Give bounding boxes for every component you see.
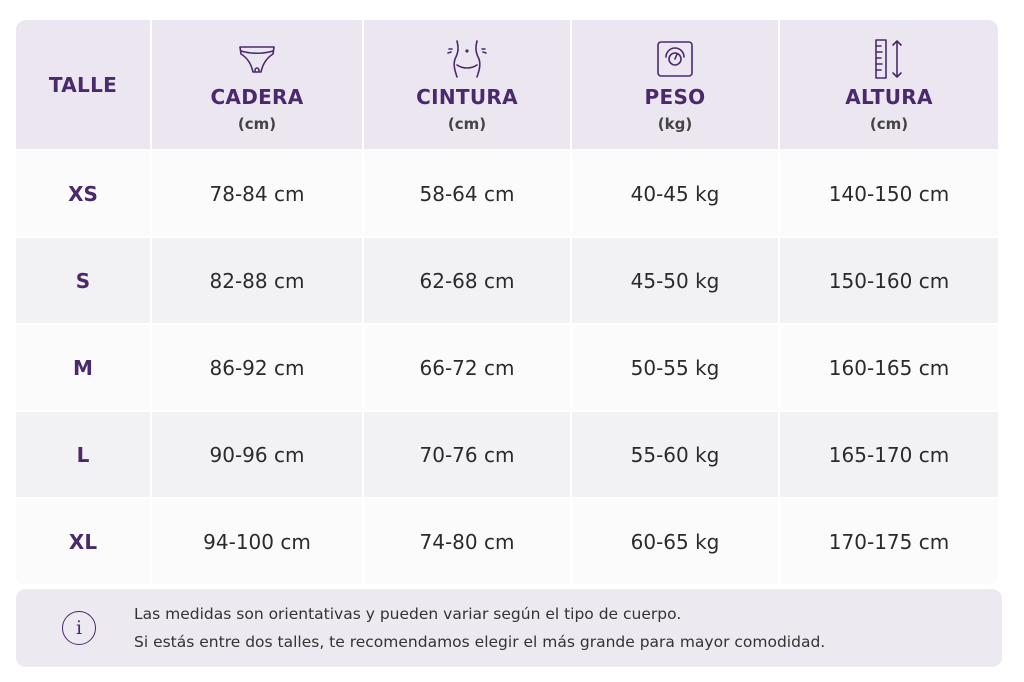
table-row: L 90-96 cm 70-76 cm 55-60 kg 165-170 cm (16, 412, 998, 499)
header-cadera-label: CADERA (210, 84, 304, 109)
header-cintura-label: CINTURA (416, 84, 518, 109)
altura-cell: 140-150 cm (780, 151, 998, 238)
size-table: TALLE CADERA (cm) (16, 20, 998, 586)
cadera-cell: 86-92 cm (152, 325, 364, 412)
peso-cell: 40-45 kg (572, 151, 780, 238)
cadera-cell: 90-96 cm (152, 412, 364, 499)
size-chart: TALLE CADERA (cm) (16, 20, 998, 586)
cintura-cell: 70-76 cm (364, 412, 572, 499)
peso-cell: 55-60 kg (572, 412, 780, 499)
info-note: i Las medidas son orientativas y pueden … (16, 589, 1002, 667)
header-peso-label: PESO (644, 84, 706, 109)
cintura-cell: 74-80 cm (364, 499, 572, 586)
height-ruler-icon (867, 37, 911, 81)
altura-cell: 165-170 cm (780, 412, 998, 499)
header-cadera: CADERA (cm) (152, 20, 364, 151)
altura-cell: 150-160 cm (780, 238, 998, 325)
header-altura-unit: (cm) (869, 114, 909, 133)
header-row: TALLE CADERA (cm) (16, 20, 998, 151)
header-peso-unit: (kg) (657, 114, 693, 133)
cintura-cell: 62-68 cm (364, 238, 572, 325)
note-line-2: Si estás entre dos talles, te recomendam… (134, 633, 826, 651)
note-line-1: Las medidas son orientativas y pueden va… (134, 605, 682, 623)
header-peso: PESO (kg) (572, 20, 780, 151)
header-cintura: CINTURA (cm) (364, 20, 572, 151)
cadera-cell: 94-100 cm (152, 499, 364, 586)
peso-cell: 50-55 kg (572, 325, 780, 412)
size-cell: XL (16, 499, 152, 586)
size-cell: L (16, 412, 152, 499)
header-altura: ALTURA (cm) (780, 20, 998, 151)
header-altura-label: ALTURA (845, 84, 933, 109)
cintura-cell: 58-64 cm (364, 151, 572, 238)
cadera-cell: 78-84 cm (152, 151, 364, 238)
cadera-cell: 82-88 cm (152, 238, 364, 325)
underwear-icon (235, 37, 279, 81)
peso-cell: 60-65 kg (572, 499, 780, 586)
table-row: XL 94-100 cm 74-80 cm 60-65 kg 170-175 c… (16, 499, 998, 586)
header-cintura-unit: (cm) (447, 114, 487, 133)
altura-cell: 170-175 cm (780, 499, 998, 586)
size-cell: S (16, 238, 152, 325)
peso-cell: 45-50 kg (572, 238, 780, 325)
scale-icon (653, 37, 697, 81)
table-row: S 82-88 cm 62-68 cm 45-50 kg 150-160 cm (16, 238, 998, 325)
table-row: XS 78-84 cm 58-64 cm 40-45 kg 140-150 cm (16, 151, 998, 238)
size-cell: M (16, 325, 152, 412)
note-text: Las medidas son orientativas y pueden va… (134, 600, 825, 656)
table-row: M 86-92 cm 66-72 cm 50-55 kg 160-165 cm (16, 325, 998, 412)
waist-icon (445, 37, 489, 81)
header-talle-label: TALLE (48, 72, 118, 97)
header-talle: TALLE (16, 20, 152, 151)
size-cell: XS (16, 151, 152, 238)
header-cadera-unit: (cm) (237, 114, 277, 133)
info-icon: i (62, 611, 96, 645)
altura-cell: 160-165 cm (780, 325, 998, 412)
cintura-cell: 66-72 cm (364, 325, 572, 412)
